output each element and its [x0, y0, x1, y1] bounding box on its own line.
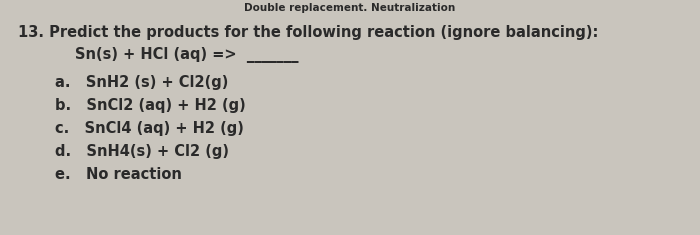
Text: d.   SnH4(s) + Cl2 (g): d. SnH4(s) + Cl2 (g) — [55, 144, 229, 159]
Text: Sn(s) + HCl (aq) =>  _______: Sn(s) + HCl (aq) => _______ — [75, 47, 298, 63]
Text: e.   No reaction: e. No reaction — [55, 167, 182, 182]
Text: a.   SnH2 (s) + Cl2(g): a. SnH2 (s) + Cl2(g) — [55, 75, 228, 90]
Text: b.   SnCl2 (aq) + H2 (g): b. SnCl2 (aq) + H2 (g) — [55, 98, 246, 113]
Text: Double replacement. Neutralization: Double replacement. Neutralization — [244, 3, 456, 13]
Text: c.   SnCl4 (aq) + H2 (g): c. SnCl4 (aq) + H2 (g) — [55, 121, 244, 136]
Text: 13. Predict the products for the following reaction (ignore balancing):: 13. Predict the products for the followi… — [18, 25, 598, 40]
